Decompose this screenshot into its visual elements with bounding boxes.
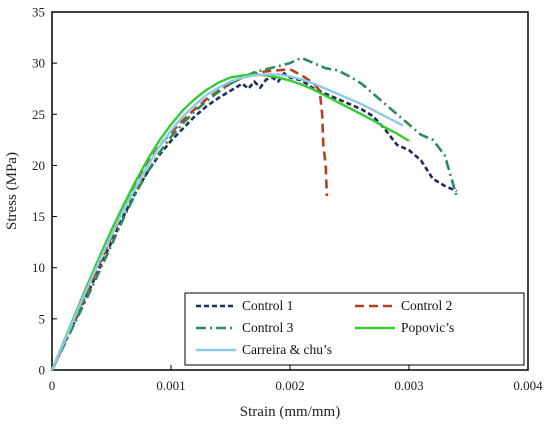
legend-box bbox=[184, 292, 525, 366]
y-tick-label: 0 bbox=[39, 363, 46, 378]
legend: Control 1 Control 2 Control 3 Popovic’s Carr… bbox=[184, 292, 525, 366]
legend-label-control-1: Control 1 bbox=[242, 298, 293, 313]
legend-label-popovic-s: Popovic’s bbox=[401, 320, 454, 335]
y-axis-label: Stress (MPa) bbox=[4, 152, 20, 230]
y-tick-label: 15 bbox=[32, 209, 45, 224]
legend-label-carreira-chu-s: Carreira & chu’s bbox=[242, 342, 332, 357]
series-line-control-3 bbox=[50, 56, 458, 371]
y-tick-group: 0 5 10 15 20 25 30 35 bbox=[32, 5, 57, 378]
y-tick-label: 30 bbox=[32, 56, 45, 71]
x-tick-label: 0.004 bbox=[513, 378, 543, 393]
series-layer bbox=[50, 56, 458, 371]
x-axis-label: Strain (mm/mm) bbox=[240, 404, 340, 420]
legend-label-control-2: Control 2 bbox=[401, 298, 452, 313]
x-tick-label: 0.001 bbox=[156, 378, 185, 393]
y-tick-label: 20 bbox=[32, 158, 45, 173]
y-tick-label: 35 bbox=[32, 5, 45, 20]
y-tick-label: 25 bbox=[32, 107, 45, 122]
legend-label-control-3: Control 3 bbox=[242, 320, 294, 335]
series-line-popovic-s bbox=[50, 73, 410, 371]
x-tick-label: 0.002 bbox=[275, 378, 304, 393]
y-tick-label: 5 bbox=[39, 311, 46, 326]
series-line-carreira-chu-s bbox=[50, 73, 404, 371]
x-tick-label: 0.003 bbox=[394, 378, 423, 393]
y-tick-label: 10 bbox=[32, 260, 45, 275]
x-tick-label: 0 bbox=[49, 378, 56, 393]
x-tick-group: 0 0.001 0.002 0.003 0.004 bbox=[49, 365, 543, 393]
